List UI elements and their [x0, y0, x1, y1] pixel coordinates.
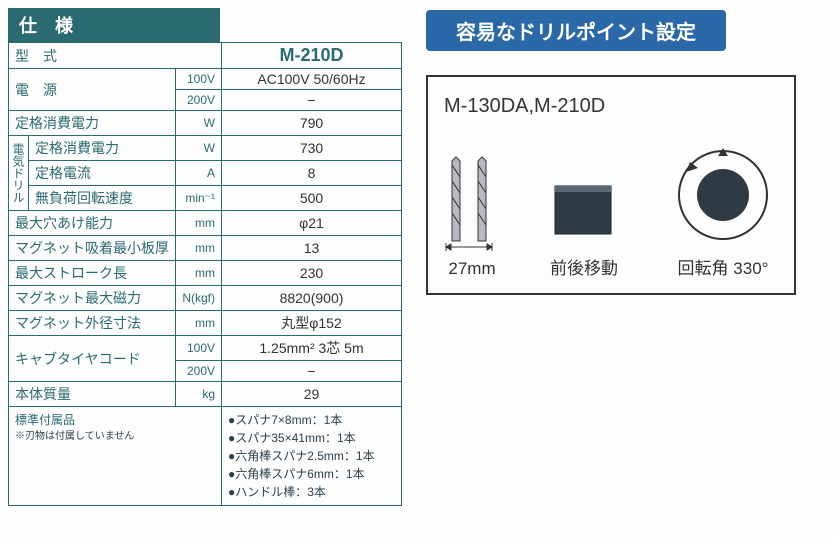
- model-value: M-210D: [222, 43, 402, 69]
- distance-caption: 27mm: [448, 259, 495, 279]
- row-value: 13: [222, 236, 402, 261]
- row-unit: N(kgf): [176, 286, 222, 311]
- row-value: 8820(900): [222, 286, 402, 311]
- rotate-caption: 回転角 330°: [678, 254, 769, 279]
- drill-group: 27mm: [444, 153, 500, 279]
- row-unit: W: [176, 136, 222, 161]
- rotate-value: 330°: [733, 259, 768, 278]
- row-label: 定格消費電力: [29, 136, 176, 161]
- row-value: −: [222, 90, 402, 111]
- row-label: 電 源: [9, 69, 176, 111]
- row-unit: W: [176, 111, 222, 136]
- row-value: φ21: [222, 211, 402, 236]
- accessory-item: ●六角棒スパナ6mm：1本: [228, 465, 395, 483]
- row-unit: mm: [176, 211, 222, 236]
- row-label: マグネット外径寸法: [9, 311, 176, 336]
- row-label: マグネット吸着最小板厚: [9, 236, 176, 261]
- row-value: 730: [222, 136, 402, 161]
- block-icon: [549, 174, 619, 248]
- row-label: キャブタイヤコード: [9, 336, 176, 382]
- accessories-note: ※刃物は付属していません: [15, 429, 215, 444]
- row-unit: A: [176, 161, 222, 186]
- row-unit: mm: [176, 236, 222, 261]
- spec-header: 仕様: [8, 8, 220, 42]
- row-label: 無負荷回転速度: [29, 186, 176, 211]
- row-sub: 100V: [176, 69, 222, 90]
- row-unit: mm: [176, 261, 222, 286]
- rotate-label: 回転角: [678, 259, 729, 278]
- row-value: −: [222, 361, 402, 382]
- row-sub: 200V: [176, 90, 222, 111]
- row-label: 本体質量: [9, 382, 176, 407]
- row-label: 定格電流: [29, 161, 176, 186]
- spec-table: 型 式 M-210D 電 源 100V AC100V 50/60Hz 200V …: [8, 42, 402, 506]
- rotation-icon: [668, 142, 778, 248]
- row-value: 230: [222, 261, 402, 286]
- row-unit: kg: [176, 382, 222, 407]
- row-value: 丸型φ152: [222, 311, 402, 336]
- spec-section: 仕様 型 式 M-210D 電 源 100V AC100V 50/60Hz 20…: [8, 8, 402, 506]
- row-label: 最大ストローク長: [9, 261, 176, 286]
- model-label: 型 式: [9, 43, 222, 69]
- row-label: 定格消費電力: [9, 111, 176, 136]
- diagram-title: M-130DA,M-210D: [444, 95, 778, 118]
- row-label: 最大穴あけ能力: [9, 211, 176, 236]
- diagram-box: M-130DA,M-210D: [426, 75, 796, 295]
- diagram-section: 容易なドリルポイント設定 M-130DA,M-210D: [426, 8, 826, 506]
- row-sub: 200V: [176, 361, 222, 382]
- row-unit: min⁻¹: [176, 186, 222, 211]
- accessories-label: 標準付属品: [15, 411, 215, 429]
- row-unit: mm: [176, 311, 222, 336]
- row-value: 1.25mm² 3芯 5m: [222, 336, 402, 361]
- accessories-label-cell: 標準付属品 ※刃物は付属していません: [9, 407, 222, 506]
- row-sub: 100V: [176, 336, 222, 361]
- group-vertical-label: 電気ドリル: [9, 136, 29, 211]
- row-value: AC100V 50/60Hz: [222, 69, 402, 90]
- drill-bits-icon: [444, 153, 500, 253]
- banner: 容易なドリルポイント設定: [426, 10, 726, 51]
- accessory-item: ●ハンドル棒：3本: [228, 483, 395, 501]
- accessory-item: ●スパナ7×8mm：1本: [228, 411, 395, 429]
- row-value: 8: [222, 161, 402, 186]
- accessories-list: ●スパナ7×8mm：1本 ●スパナ35×41mm：1本 ●六角棒スパナ2.5mm…: [222, 407, 402, 506]
- row-value: 500: [222, 186, 402, 211]
- row-value: 29: [222, 382, 402, 407]
- rotation-group: 回転角 330°: [668, 142, 778, 279]
- accessory-item: ●六角棒スパナ2.5mm：1本: [228, 447, 395, 465]
- move-caption: 前後移動: [550, 254, 618, 279]
- block-group: 前後移動: [549, 174, 619, 279]
- accessory-item: ●スパナ35×41mm：1本: [228, 429, 395, 447]
- row-value: 790: [222, 111, 402, 136]
- row-label: マグネット最大磁力: [9, 286, 176, 311]
